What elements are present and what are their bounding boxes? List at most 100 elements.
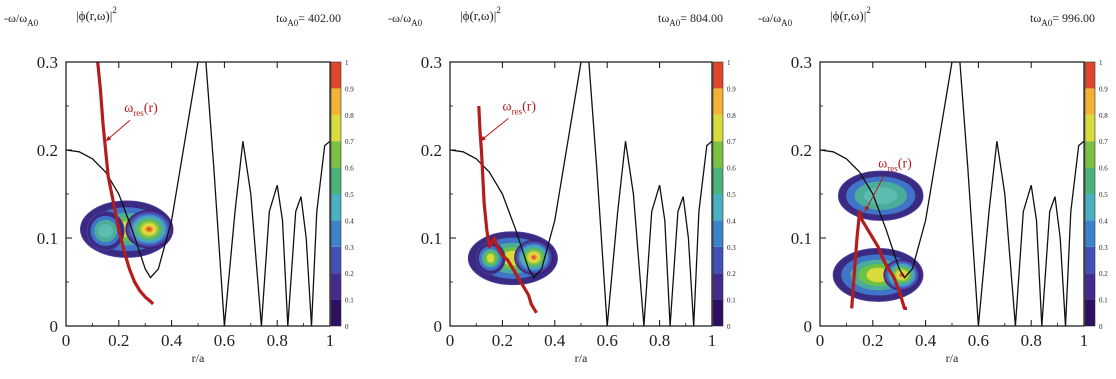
colorbar-tick-label: 0.4	[345, 217, 354, 225]
panel-time-label: tωA0= 996.00	[1030, 11, 1095, 28]
colorbar-frame	[712, 61, 724, 327]
y-tick-label: 0.3	[421, 53, 442, 72]
resonance-annotation-tail: (r)	[522, 99, 536, 114]
colorbar-band	[331, 114, 341, 142]
x-axis-label: r/a	[575, 351, 588, 365]
colorbar-band	[1085, 167, 1095, 194]
x-tick-label: 0.4	[915, 331, 937, 350]
resonance-annotation: ωres(r)	[878, 157, 912, 174]
resonance-annotation: ωres(r)	[502, 99, 536, 116]
y-tick-label: 0.1	[791, 229, 812, 248]
x-tick-label: 0.8	[267, 331, 288, 350]
panel-time-sub: A0	[1041, 18, 1052, 28]
y-tick-label: 0.3	[791, 53, 812, 72]
colorbar-tick-label: 0	[345, 323, 349, 331]
colorbar-band	[713, 167, 723, 194]
colorbar-tick-label: 0.2	[1099, 270, 1108, 278]
field-band-core-1	[863, 187, 898, 205]
colorbar-band	[331, 246, 341, 274]
colorbar-band	[713, 220, 723, 247]
colorbar-band	[331, 299, 341, 326]
colorbar-tick-label: 0.4	[1099, 217, 1108, 225]
colorbar-band	[331, 167, 341, 194]
colorbar-band	[331, 62, 341, 89]
colorbar-band	[1085, 220, 1095, 247]
annotation-arrow-head	[480, 135, 486, 142]
resonance-annotation-tail: (r)	[898, 157, 912, 172]
colorbar-tick-label: 1	[727, 59, 731, 67]
colorbar-band	[713, 273, 723, 300]
colorbar-tick-label: 1	[345, 59, 349, 67]
colorbar-band	[1085, 141, 1095, 168]
colorbar-band	[331, 220, 341, 247]
colorbar-tick-label: 0.7	[727, 138, 736, 146]
plot-area	[66, 62, 330, 326]
colorbar-band	[713, 141, 723, 168]
y-tick-label: 0.1	[37, 229, 58, 248]
panel-time-sub: A0	[287, 18, 298, 28]
colorbar-tick-label: 0.9	[1099, 85, 1108, 93]
field-band-core-3	[98, 224, 113, 238]
colorbar-band	[713, 62, 723, 89]
x-tick-label: 0.6	[214, 331, 235, 350]
y-tick-label: 0.2	[791, 141, 812, 160]
x-tick-label: 0.8	[649, 331, 670, 350]
colorbar-tick-label: 1	[1099, 59, 1103, 67]
x-tick-label: 0.4	[161, 331, 183, 350]
panel-field-label: |ϕ(r,ω)|2	[830, 5, 871, 23]
panel-time-value: = 402.00	[298, 11, 341, 25]
colorbar-band	[1085, 114, 1095, 142]
y-tick-label: 0.3	[37, 53, 58, 72]
colorbar-tick-label: 0.2	[345, 270, 354, 278]
colorbar-frame	[1084, 61, 1096, 327]
panel-ylabel: -ω/ωA0	[388, 11, 423, 28]
x-tick-label: 0.4	[544, 331, 566, 350]
colorbar-tick-label: 0.6	[727, 165, 736, 173]
panel-field-sup: 2	[866, 5, 871, 15]
colorbar-tick-label: 0.6	[1099, 165, 1108, 173]
annotation-arrow	[864, 175, 885, 212]
colorbar-tick-label: 0	[727, 323, 731, 331]
x-tick-label: 0.8	[1021, 331, 1042, 350]
colorbar-band	[713, 88, 723, 115]
annotation-arrow-head	[105, 135, 112, 142]
colorbar-band	[331, 273, 341, 300]
resonance-annotation-sub: res	[887, 164, 898, 174]
plot-area	[820, 62, 1084, 326]
colorbar-band	[331, 88, 341, 115]
x-tick-label: 0	[446, 331, 455, 350]
colorbar-tick-label: 0.8	[1099, 112, 1108, 120]
x-tick-label: 0.2	[862, 331, 883, 350]
y-tick-label: 0.1	[421, 229, 442, 248]
annotation-arrow-head	[864, 205, 870, 212]
chart-panel-2: -ω/ωA0 |ϕ(r,ω)|2 tωA0= 804.00 0 0.2 0.4 0.6 0.8…	[388, 5, 736, 365]
colorbar-tick-label: 0.7	[1099, 138, 1108, 146]
colorbar-tick-label: 0.9	[727, 85, 736, 93]
x-tick-label: 0.2	[108, 331, 129, 350]
x-axis-label: r/a	[192, 351, 205, 365]
colorbar-tick-label: 0.8	[345, 112, 354, 120]
x-tick-label: 1	[326, 331, 335, 350]
panel-ylabel-sub: A0	[27, 18, 38, 28]
colorbar-tick-label: 0.4	[727, 217, 736, 225]
field-core-2	[125, 209, 173, 249]
colorbar-tick-label: 0.5	[345, 191, 354, 199]
panel-time-value: = 996.00	[1052, 11, 1095, 25]
panel-time-label: tωA0= 804.00	[658, 11, 723, 28]
field-core-2	[514, 239, 554, 275]
y-tick-label: 0	[434, 317, 443, 336]
colorbar-band	[1085, 273, 1095, 300]
chart-panel-1: -ω/ωA0 |ϕ(r,ω)|2 tωA0= 402.00 0 0.2 0.4 0.6 0.8…	[4, 5, 354, 365]
colorbar-frame	[330, 61, 342, 327]
colorbar-tick-label: 0.1	[345, 297, 354, 305]
plot-area	[450, 62, 712, 326]
continuum-curve	[66, 62, 330, 326]
panel-field-sup: 2	[112, 5, 117, 15]
x-tick-label: 1	[1080, 331, 1089, 350]
colorbar-band	[713, 114, 723, 142]
y-tick-label: 0	[50, 317, 59, 336]
colorbar-tick-label: 0.3	[345, 244, 354, 252]
panel-time-label: tωA0= 402.00	[276, 11, 341, 28]
